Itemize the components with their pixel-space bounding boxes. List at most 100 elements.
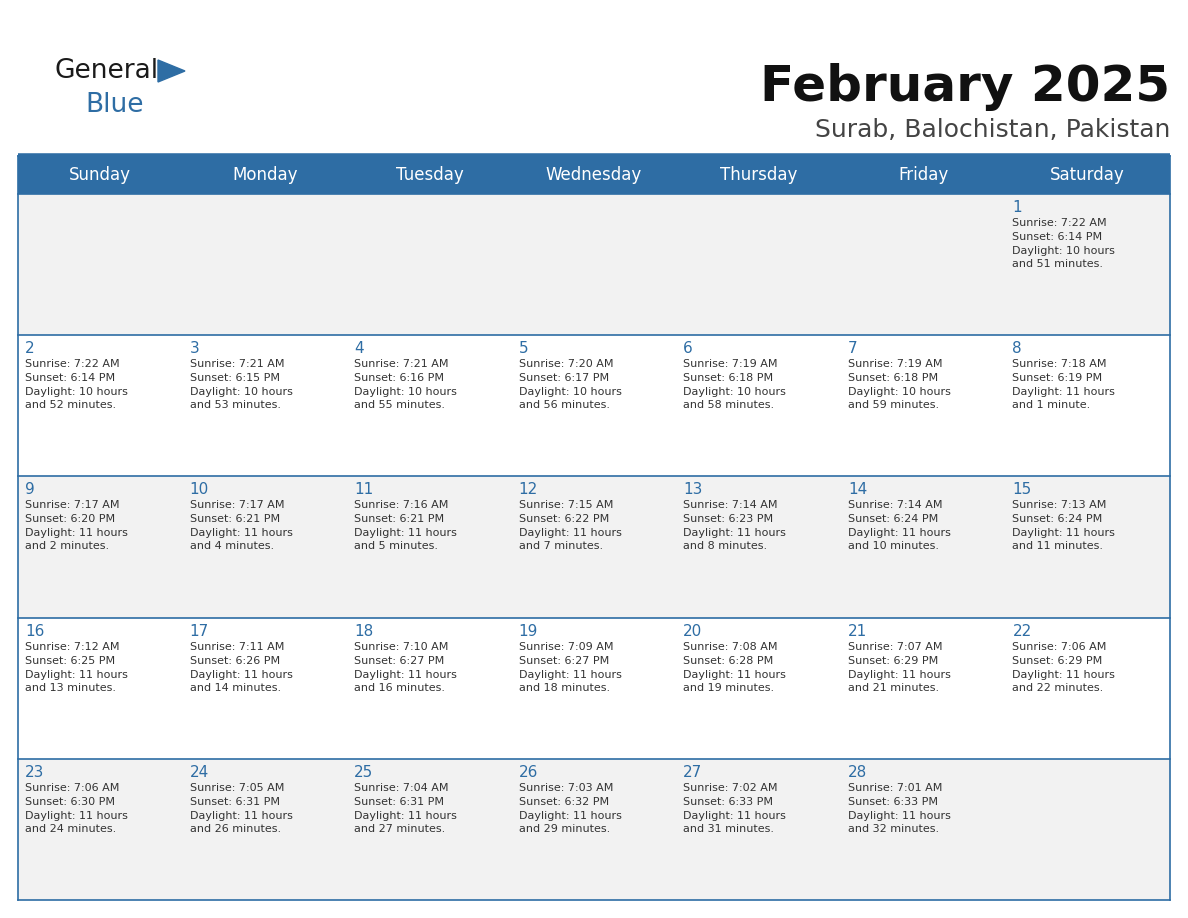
- Text: and 7 minutes.: and 7 minutes.: [519, 542, 602, 552]
- Text: 28: 28: [848, 765, 867, 779]
- Text: Sunrise: 7:04 AM: Sunrise: 7:04 AM: [354, 783, 449, 793]
- Text: and 27 minutes.: and 27 minutes.: [354, 823, 446, 834]
- Text: Daylight: 11 hours: Daylight: 11 hours: [25, 529, 128, 538]
- Text: Daylight: 11 hours: Daylight: 11 hours: [848, 669, 950, 679]
- Text: Thursday: Thursday: [720, 166, 797, 184]
- Text: Sunset: 6:15 PM: Sunset: 6:15 PM: [190, 374, 279, 383]
- Text: Sunset: 6:18 PM: Sunset: 6:18 PM: [848, 374, 939, 383]
- Bar: [18, 618, 1170, 759]
- Text: Daylight: 11 hours: Daylight: 11 hours: [1012, 529, 1116, 538]
- Text: 14: 14: [848, 482, 867, 498]
- Text: Daylight: 11 hours: Daylight: 11 hours: [519, 811, 621, 821]
- Text: and 21 minutes.: and 21 minutes.: [848, 683, 939, 692]
- Text: Sunrise: 7:19 AM: Sunrise: 7:19 AM: [848, 359, 942, 369]
- Text: Sunday: Sunday: [69, 166, 132, 184]
- Text: Sunset: 6:31 PM: Sunset: 6:31 PM: [190, 797, 279, 807]
- Text: Sunrise: 7:22 AM: Sunrise: 7:22 AM: [1012, 218, 1107, 228]
- Text: Sunset: 6:20 PM: Sunset: 6:20 PM: [25, 514, 115, 524]
- Text: and 8 minutes.: and 8 minutes.: [683, 542, 767, 552]
- Text: 8: 8: [1012, 341, 1022, 356]
- Text: 27: 27: [683, 765, 702, 779]
- Text: and 18 minutes.: and 18 minutes.: [519, 683, 609, 692]
- Text: Daylight: 11 hours: Daylight: 11 hours: [519, 529, 621, 538]
- Text: 11: 11: [354, 482, 373, 498]
- Text: Daylight: 11 hours: Daylight: 11 hours: [683, 811, 786, 821]
- Text: Sunrise: 7:20 AM: Sunrise: 7:20 AM: [519, 359, 613, 369]
- Text: Sunset: 6:24 PM: Sunset: 6:24 PM: [1012, 514, 1102, 524]
- Text: 10: 10: [190, 482, 209, 498]
- Text: Wednesday: Wednesday: [545, 166, 643, 184]
- Text: Monday: Monday: [232, 166, 298, 184]
- Text: Sunrise: 7:17 AM: Sunrise: 7:17 AM: [25, 500, 120, 510]
- Polygon shape: [158, 60, 185, 82]
- Text: and 1 minute.: and 1 minute.: [1012, 400, 1091, 410]
- Text: Daylight: 10 hours: Daylight: 10 hours: [190, 387, 292, 397]
- Text: February 2025: February 2025: [760, 63, 1170, 111]
- Text: Sunset: 6:27 PM: Sunset: 6:27 PM: [354, 655, 444, 666]
- Text: and 52 minutes.: and 52 minutes.: [25, 400, 116, 410]
- Text: Sunrise: 7:16 AM: Sunrise: 7:16 AM: [354, 500, 449, 510]
- Text: Sunrise: 7:14 AM: Sunrise: 7:14 AM: [683, 500, 778, 510]
- Text: Friday: Friday: [898, 166, 948, 184]
- Text: Daylight: 10 hours: Daylight: 10 hours: [683, 387, 786, 397]
- Text: 5: 5: [519, 341, 529, 356]
- Text: 22: 22: [1012, 623, 1031, 639]
- Text: Sunset: 6:19 PM: Sunset: 6:19 PM: [1012, 374, 1102, 383]
- Text: Daylight: 10 hours: Daylight: 10 hours: [1012, 246, 1116, 256]
- Text: 2: 2: [25, 341, 34, 356]
- Text: Sunset: 6:29 PM: Sunset: 6:29 PM: [848, 655, 939, 666]
- Text: Saturday: Saturday: [1050, 166, 1125, 184]
- Text: Sunrise: 7:17 AM: Sunrise: 7:17 AM: [190, 500, 284, 510]
- Text: Daylight: 11 hours: Daylight: 11 hours: [354, 669, 457, 679]
- Text: and 31 minutes.: and 31 minutes.: [683, 823, 775, 834]
- Text: Sunrise: 7:01 AM: Sunrise: 7:01 AM: [848, 783, 942, 793]
- Text: and 55 minutes.: and 55 minutes.: [354, 400, 446, 410]
- Text: and 10 minutes.: and 10 minutes.: [848, 542, 939, 552]
- Text: Daylight: 11 hours: Daylight: 11 hours: [683, 669, 786, 679]
- Text: Sunrise: 7:06 AM: Sunrise: 7:06 AM: [1012, 642, 1107, 652]
- Text: Sunset: 6:33 PM: Sunset: 6:33 PM: [848, 797, 937, 807]
- Text: 13: 13: [683, 482, 702, 498]
- Text: Sunset: 6:22 PM: Sunset: 6:22 PM: [519, 514, 609, 524]
- Text: Sunrise: 7:12 AM: Sunrise: 7:12 AM: [25, 642, 120, 652]
- Text: Sunset: 6:28 PM: Sunset: 6:28 PM: [683, 655, 773, 666]
- Text: Sunset: 6:23 PM: Sunset: 6:23 PM: [683, 514, 773, 524]
- Text: Sunset: 6:30 PM: Sunset: 6:30 PM: [25, 797, 115, 807]
- Text: 7: 7: [848, 341, 858, 356]
- Text: Daylight: 11 hours: Daylight: 11 hours: [190, 669, 292, 679]
- Text: Sunset: 6:14 PM: Sunset: 6:14 PM: [25, 374, 115, 383]
- Text: 21: 21: [848, 623, 867, 639]
- Text: Daylight: 11 hours: Daylight: 11 hours: [1012, 387, 1116, 397]
- Text: Sunrise: 7:09 AM: Sunrise: 7:09 AM: [519, 642, 613, 652]
- Bar: [18, 476, 1170, 618]
- Text: Tuesday: Tuesday: [396, 166, 463, 184]
- Text: 23: 23: [25, 765, 44, 779]
- Text: and 11 minutes.: and 11 minutes.: [1012, 542, 1104, 552]
- Text: Daylight: 11 hours: Daylight: 11 hours: [848, 529, 950, 538]
- Text: Daylight: 10 hours: Daylight: 10 hours: [848, 387, 950, 397]
- Text: and 2 minutes.: and 2 minutes.: [25, 542, 109, 552]
- Text: Sunset: 6:33 PM: Sunset: 6:33 PM: [683, 797, 773, 807]
- Text: Sunrise: 7:11 AM: Sunrise: 7:11 AM: [190, 642, 284, 652]
- Text: Daylight: 11 hours: Daylight: 11 hours: [1012, 669, 1116, 679]
- Text: Sunset: 6:14 PM: Sunset: 6:14 PM: [1012, 232, 1102, 242]
- Text: 17: 17: [190, 623, 209, 639]
- Text: Surab, Balochistan, Pakistan: Surab, Balochistan, Pakistan: [815, 118, 1170, 142]
- Text: Sunrise: 7:15 AM: Sunrise: 7:15 AM: [519, 500, 613, 510]
- Text: Daylight: 10 hours: Daylight: 10 hours: [354, 387, 457, 397]
- Text: Sunrise: 7:14 AM: Sunrise: 7:14 AM: [848, 500, 942, 510]
- Text: Daylight: 11 hours: Daylight: 11 hours: [25, 669, 128, 679]
- Text: and 56 minutes.: and 56 minutes.: [519, 400, 609, 410]
- Bar: [18, 156, 1170, 194]
- Text: 26: 26: [519, 765, 538, 779]
- Text: and 32 minutes.: and 32 minutes.: [848, 823, 939, 834]
- Text: and 4 minutes.: and 4 minutes.: [190, 542, 273, 552]
- Text: and 16 minutes.: and 16 minutes.: [354, 683, 446, 692]
- Text: Sunset: 6:29 PM: Sunset: 6:29 PM: [1012, 655, 1102, 666]
- Text: 18: 18: [354, 623, 373, 639]
- Text: Sunrise: 7:18 AM: Sunrise: 7:18 AM: [1012, 359, 1107, 369]
- Text: 19: 19: [519, 623, 538, 639]
- Text: Sunset: 6:27 PM: Sunset: 6:27 PM: [519, 655, 609, 666]
- Text: Daylight: 10 hours: Daylight: 10 hours: [519, 387, 621, 397]
- Text: and 51 minutes.: and 51 minutes.: [1012, 259, 1104, 269]
